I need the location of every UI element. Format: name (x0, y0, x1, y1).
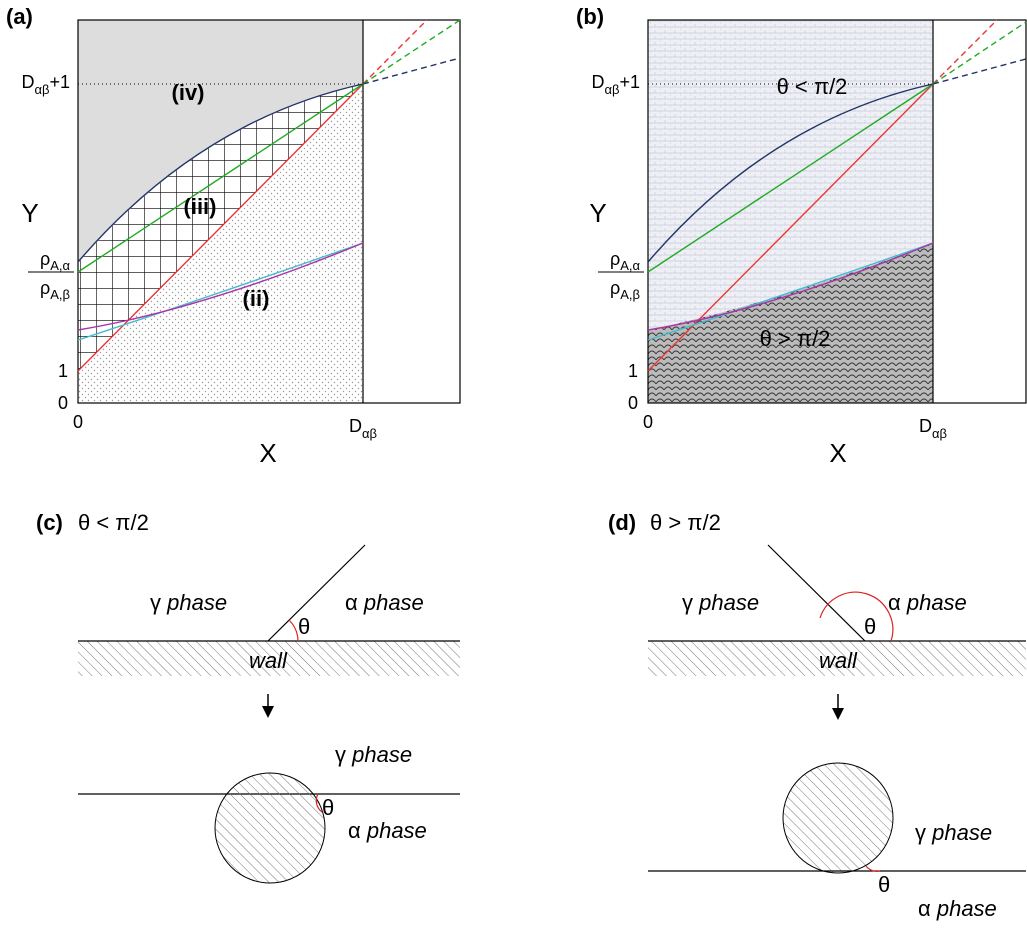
panel-label: (d) (608, 510, 636, 535)
phase-label: γ phase (915, 820, 992, 845)
phase-label: α phase (918, 896, 997, 921)
phase-label: α phase (348, 818, 427, 843)
red-ext (362, 19, 428, 85)
angle-arc (819, 591, 894, 642)
blue-ext (932, 58, 1027, 85)
x-tick-label: 0 (643, 412, 653, 432)
panel-a: (a) X Y 0 Dαβ 0 1 Dαβ+1 ρA,α ρA,β (iv) (… (6, 4, 461, 468)
region-label: θ < π/2 (777, 74, 848, 99)
particle (214, 772, 326, 884)
green-curve (77, 83, 364, 273)
wall-label: wall (249, 648, 288, 673)
green-curve (647, 83, 934, 273)
y-tick-label: Dαβ+1 (21, 72, 70, 97)
y-tick-label: 0 (58, 393, 68, 413)
wall-label: wall (819, 648, 858, 673)
red-ext (932, 19, 998, 85)
cyan-curve (77, 242, 364, 341)
y-tick-label: ρA,β (610, 278, 640, 302)
interface (767, 544, 866, 642)
blue-ext (362, 57, 461, 85)
plot-frame (77, 19, 461, 404)
plot-frame (647, 19, 1027, 404)
phase-label: γ phase (150, 590, 227, 615)
panel-d: (d) θ > π/2 γ phase α phase θ wall γ pha… (608, 510, 1026, 921)
region-label: (iv) (172, 80, 205, 105)
phase-label: α phase (345, 590, 424, 615)
panel-c: (c) θ < π/2 γ phase α phase θ wall γ pha… (36, 510, 460, 884)
panel-label: (c) (36, 510, 63, 535)
panel-label: (a) (6, 4, 33, 29)
y-axis-label: Y (21, 198, 38, 228)
magenta-curve (77, 242, 364, 331)
y-tick-label: 1 (58, 361, 68, 381)
wall (78, 641, 460, 676)
region-label: θ > π/2 (760, 326, 831, 351)
phase-label: α phase (888, 590, 967, 615)
x-tick-label: Dαβ (919, 416, 947, 441)
region-obtuse (648, 243, 933, 403)
x-tick-label: 0 (73, 412, 83, 432)
phase-label: γ phase (335, 742, 412, 767)
x-axis-label: X (259, 438, 276, 468)
x-tick-label: Dαβ (349, 416, 377, 441)
region-label: (iii) (184, 194, 217, 219)
y-tick-label: 0 (628, 393, 638, 413)
condition: θ > π/2 (650, 510, 721, 535)
x-axis-label: X (829, 438, 846, 468)
region-ii (78, 84, 363, 403)
y-tick-label: Dαβ+1 (591, 72, 640, 97)
blue-curve (647, 83, 934, 263)
region-label: (ii) (243, 286, 270, 311)
panel-label: (b) (576, 4, 604, 29)
theta: θ (298, 614, 310, 639)
region-iv (78, 20, 363, 262)
y-tick-label: ρA,β (40, 278, 70, 302)
red-curve (647, 83, 934, 372)
theta: θ (878, 872, 890, 897)
phase-label: γ phase (682, 590, 759, 615)
angle-arc (865, 865, 881, 872)
blue-curve (77, 83, 364, 263)
interface (267, 544, 366, 642)
theta: θ (322, 795, 334, 820)
green-ext (932, 21, 1027, 85)
y-axis-label: Y (589, 198, 606, 228)
theta: θ (864, 614, 876, 639)
y-tick-label: 1 (628, 361, 638, 381)
y-tick-label: ρA,α (610, 249, 641, 273)
angle-arc (315, 793, 323, 813)
panel-b: (b) X Y 0 Dαβ 0 1 Dαβ+1 ρA,α ρA,β θ < π/… (576, 4, 1027, 468)
magenta-curve (647, 242, 934, 331)
green-ext (362, 19, 461, 85)
cyan-curve (647, 242, 934, 341)
y-tick-label: ρA,α (40, 249, 71, 273)
angle-arc (288, 619, 299, 642)
condition: θ < π/2 (78, 510, 149, 535)
particle (782, 762, 894, 874)
red-curve (77, 83, 364, 372)
wall (648, 641, 1026, 676)
